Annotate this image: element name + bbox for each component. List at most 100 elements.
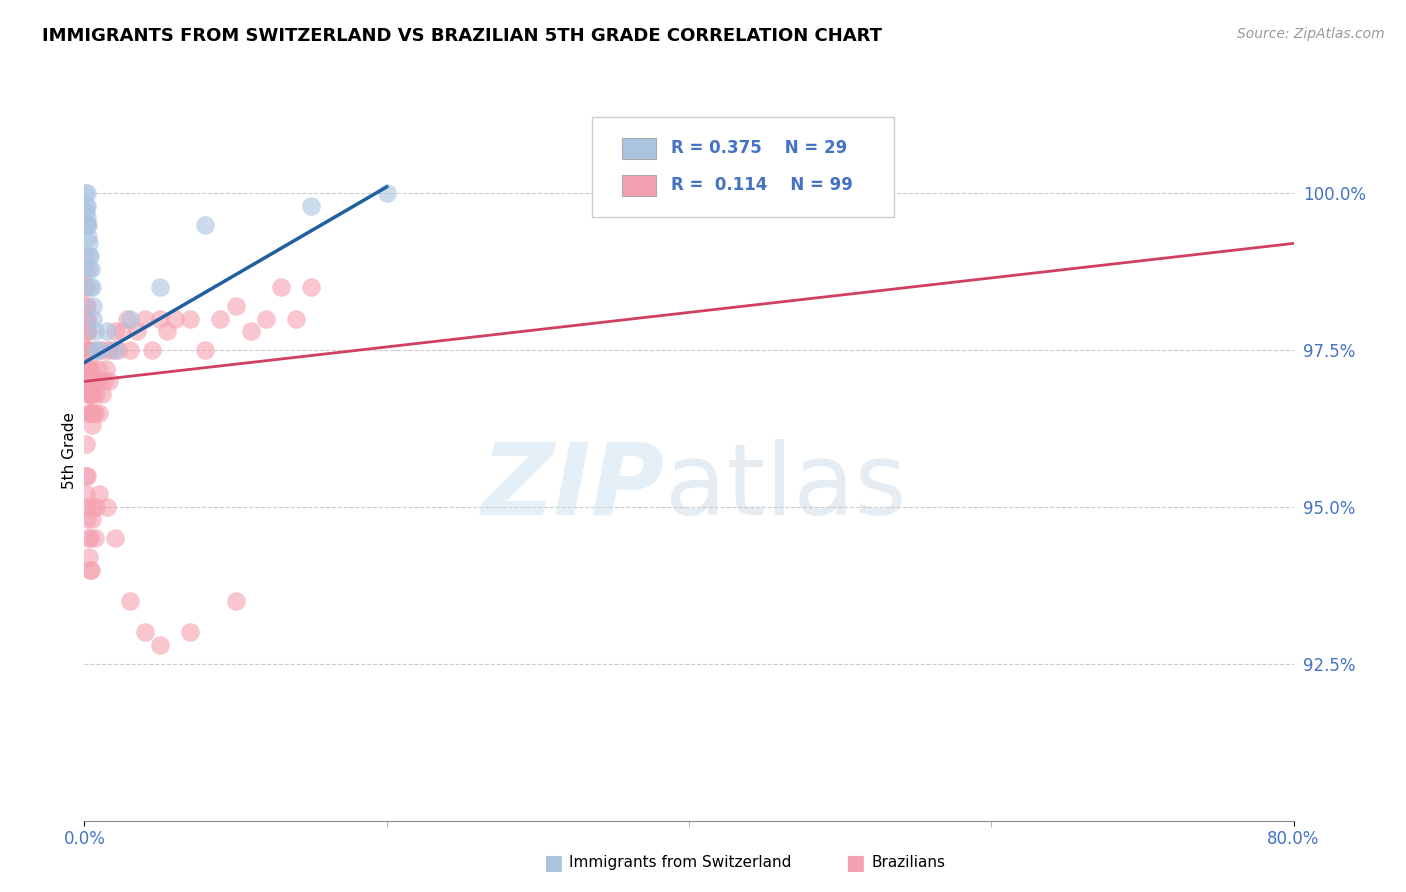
- Point: [79, 343, 101, 357]
- Point: [77, 218, 100, 232]
- Point: [76, 362, 98, 376]
- Point: [75, 261, 97, 276]
- Point: [239, 324, 262, 338]
- Point: [75, 487, 97, 501]
- Point: [77, 356, 100, 370]
- Point: [76, 311, 98, 326]
- Point: [84, 531, 107, 545]
- Point: [141, 343, 163, 357]
- Point: [93, 375, 115, 389]
- Text: R =  0.114    N = 99: R = 0.114 N = 99: [671, 177, 852, 194]
- Point: [80, 280, 103, 294]
- Text: Brazilians: Brazilians: [872, 855, 946, 870]
- Point: [77, 362, 100, 376]
- Point: [75, 311, 97, 326]
- Point: [84, 387, 107, 401]
- Point: [79, 362, 101, 376]
- Point: [86, 500, 108, 514]
- Point: [118, 311, 141, 326]
- Point: [149, 638, 172, 652]
- Point: [76, 311, 98, 326]
- Point: [79, 249, 101, 263]
- Point: [104, 531, 127, 545]
- Point: [80, 418, 103, 433]
- Point: [225, 594, 247, 608]
- Point: [209, 311, 232, 326]
- Text: Immigrants from Switzerland: Immigrants from Switzerland: [569, 855, 792, 870]
- Point: [179, 311, 201, 326]
- Point: [79, 563, 101, 577]
- Point: [94, 362, 117, 376]
- Point: [76, 343, 98, 357]
- Point: [75, 199, 97, 213]
- Y-axis label: 5th Grade: 5th Grade: [62, 412, 77, 489]
- Point: [77, 261, 100, 276]
- Point: [75, 468, 97, 483]
- Point: [82, 500, 104, 514]
- Point: [76, 375, 98, 389]
- Point: [194, 343, 217, 357]
- Point: [86, 375, 108, 389]
- Point: [75, 324, 97, 338]
- Point: [75, 280, 97, 294]
- Point: [96, 500, 118, 514]
- Point: [77, 406, 100, 420]
- Point: [77, 249, 100, 263]
- Point: [111, 324, 134, 338]
- Point: [127, 324, 149, 338]
- Point: [179, 625, 201, 640]
- Point: [118, 594, 141, 608]
- Point: [375, 186, 398, 201]
- Point: [80, 261, 103, 276]
- Point: [89, 343, 111, 357]
- Point: [75, 205, 97, 219]
- Point: [285, 311, 308, 326]
- Point: [75, 249, 97, 263]
- Point: [76, 230, 98, 244]
- Point: [75, 343, 97, 357]
- Point: [77, 387, 100, 401]
- Point: [149, 280, 172, 294]
- Point: [76, 324, 98, 338]
- Point: [75, 299, 97, 313]
- Point: [82, 311, 104, 326]
- Point: [96, 324, 118, 338]
- Point: [76, 299, 98, 313]
- Point: [91, 387, 114, 401]
- Point: [76, 218, 98, 232]
- Point: [80, 563, 103, 577]
- Bar: [623, 175, 657, 195]
- Point: [82, 387, 104, 401]
- Point: [76, 468, 98, 483]
- Point: [76, 211, 98, 226]
- Point: [79, 531, 101, 545]
- Point: [80, 375, 103, 389]
- Point: [270, 280, 292, 294]
- Point: [75, 343, 97, 357]
- Point: [89, 487, 111, 501]
- Point: [96, 343, 118, 357]
- Point: [75, 186, 97, 201]
- Point: [79, 406, 101, 420]
- Point: [194, 218, 217, 232]
- Text: ZIP: ZIP: [482, 439, 665, 536]
- Point: [76, 186, 98, 201]
- Point: [165, 311, 187, 326]
- Point: [76, 500, 98, 514]
- Point: [299, 199, 322, 213]
- Point: [79, 375, 101, 389]
- Text: IMMIGRANTS FROM SWITZERLAND VS BRAZILIAN 5TH GRADE CORRELATION CHART: IMMIGRANTS FROM SWITZERLAND VS BRAZILIAN…: [42, 27, 882, 45]
- Point: [83, 375, 105, 389]
- Point: [77, 375, 100, 389]
- Point: [76, 324, 98, 338]
- Point: [149, 311, 172, 326]
- Point: [90, 343, 112, 357]
- Point: [225, 299, 247, 313]
- Point: [254, 311, 277, 326]
- Point: [77, 375, 100, 389]
- Point: [76, 199, 98, 213]
- Point: [87, 362, 110, 376]
- Point: [107, 343, 129, 357]
- Point: [75, 218, 97, 232]
- Point: [75, 280, 97, 294]
